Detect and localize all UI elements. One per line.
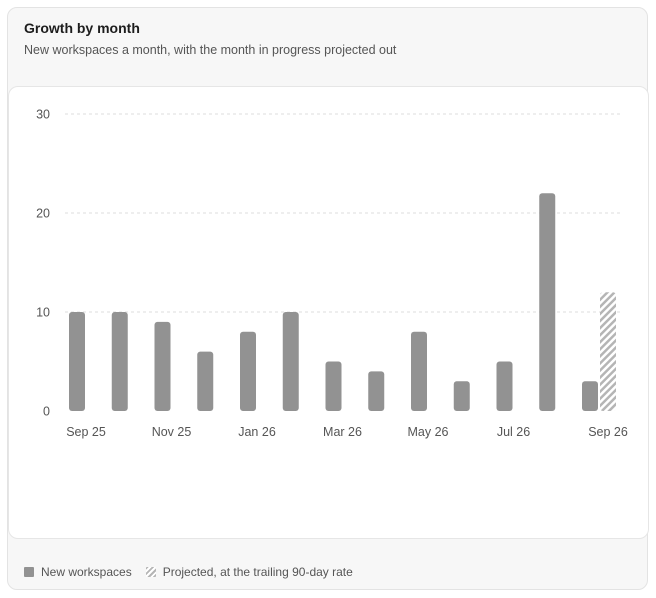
bar-aug-26 xyxy=(539,193,556,411)
x-tick-label: Jan 26 xyxy=(238,425,276,439)
x-tick-label: Mar 26 xyxy=(323,425,362,439)
legend-swatch-solid xyxy=(24,567,34,577)
legend-swatch-hatched xyxy=(145,567,156,577)
legend-item-projected: Projected, at the trailing 90-day rate xyxy=(145,565,353,579)
x-tick-label: May 26 xyxy=(408,425,449,439)
y-tick-label: 30 xyxy=(36,108,50,122)
grid-lines xyxy=(65,113,622,313)
bar-jun-26 xyxy=(453,381,470,411)
bar-sep-25 xyxy=(69,312,85,411)
bar-jan-26 xyxy=(240,331,256,411)
x-axis-ticks: Sep 25 Nov 25 Jan 26 Mar 26 May 26 Jul 26 Sep … xyxy=(66,425,628,439)
y-tick-label: 0 xyxy=(43,405,50,419)
bar-nov-25 xyxy=(154,321,171,411)
bar-oct-25 xyxy=(111,312,128,411)
chart-legend: New workspaces Projected, at the trailin… xyxy=(24,565,367,579)
x-tick-label: Nov 25 xyxy=(152,425,192,439)
legend-label-projected: Projected, at the trailing 90-day rate xyxy=(162,565,353,579)
legend-item-new-workspaces: New workspaces xyxy=(24,565,132,579)
bar-mar-26 xyxy=(325,361,342,411)
x-tick-label: Jul 26 xyxy=(497,425,530,439)
bar-dec-25 xyxy=(197,351,214,411)
bar-may-26 xyxy=(411,331,427,411)
bar-jul-26 xyxy=(496,361,513,411)
card-subtitle: New workspaces a month, with the month i… xyxy=(24,43,397,57)
y-tick-label: 20 xyxy=(36,207,50,221)
bar-apr-26 xyxy=(368,371,385,411)
bar-feb-26 xyxy=(282,312,299,411)
x-tick-label: Sep 26 xyxy=(588,425,628,439)
bars xyxy=(69,193,616,411)
projected-bar-sep-26 xyxy=(600,292,616,411)
bar-sep-26 xyxy=(582,381,598,411)
x-tick-label: Sep 25 xyxy=(66,425,106,439)
y-tick-label: 10 xyxy=(36,306,50,320)
y-axis-ticks: 0 10 20 30 xyxy=(36,108,50,419)
legend-label-new-workspaces: New workspaces xyxy=(41,565,132,579)
card-title: Growth by month xyxy=(24,20,140,36)
